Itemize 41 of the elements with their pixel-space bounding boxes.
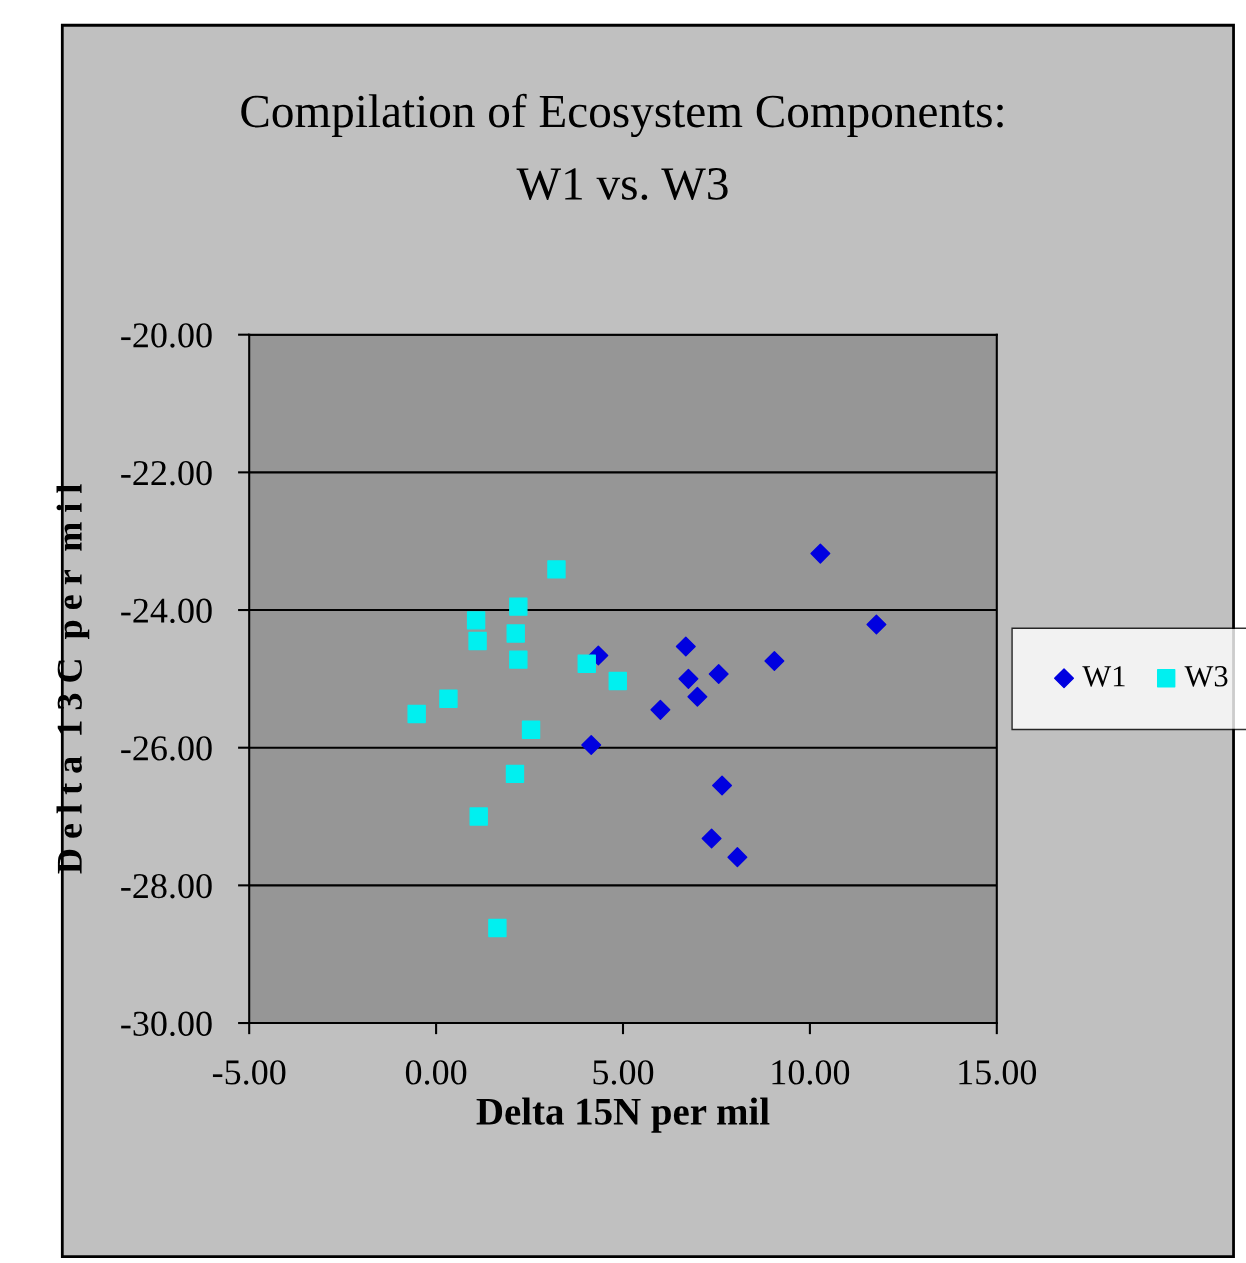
- x-tick-label: 15.00: [959, 1060, 1037, 1085]
- y-tick-label: -28.00: [121, 873, 212, 899]
- point: [727, 847, 748, 868]
- chart-title: Compilation of Ecosystem Components: W1 vs. W3: [241, 93, 1003, 201]
- point: [469, 807, 488, 826]
- point: [608, 671, 627, 691]
- point: [810, 543, 831, 564]
- point: [712, 775, 733, 796]
- y-tick-label: -30.00: [121, 1011, 212, 1037]
- x-tick-label: 5.00: [593, 1060, 654, 1085]
- point: [439, 689, 458, 709]
- x-tick-label: -5.00: [212, 1060, 286, 1085]
- point: [678, 668, 699, 689]
- point: [547, 560, 566, 579]
- point: [675, 636, 696, 657]
- point: [581, 734, 602, 755]
- y-tick-label: -26.00: [121, 736, 212, 761]
- x-axis-title: Delta 15N per mil: [476, 1097, 770, 1133]
- point: [521, 720, 541, 740]
- point: [509, 650, 528, 669]
- point: [650, 699, 671, 720]
- point: [701, 828, 722, 849]
- legend-label: W1: [1082, 666, 1125, 687]
- x-tick-label: 0.00: [405, 1060, 467, 1085]
- point: [506, 624, 525, 643]
- y-tick-label: -24.00: [121, 598, 212, 624]
- point: [505, 764, 525, 784]
- legend-label: W3: [1184, 666, 1228, 687]
- x-tick-label: 10.00: [772, 1060, 850, 1085]
- point: [509, 597, 528, 616]
- point: [764, 650, 785, 671]
- point: [407, 704, 426, 724]
- point: [468, 631, 487, 651]
- y-tick-label: -20.00: [121, 323, 212, 348]
- point: [708, 664, 729, 685]
- point: [466, 611, 486, 630]
- point: [866, 614, 887, 635]
- point: [687, 686, 708, 707]
- point: [577, 654, 596, 673]
- y-tick-label: -22.00: [121, 460, 212, 486]
- point: [488, 918, 507, 938]
